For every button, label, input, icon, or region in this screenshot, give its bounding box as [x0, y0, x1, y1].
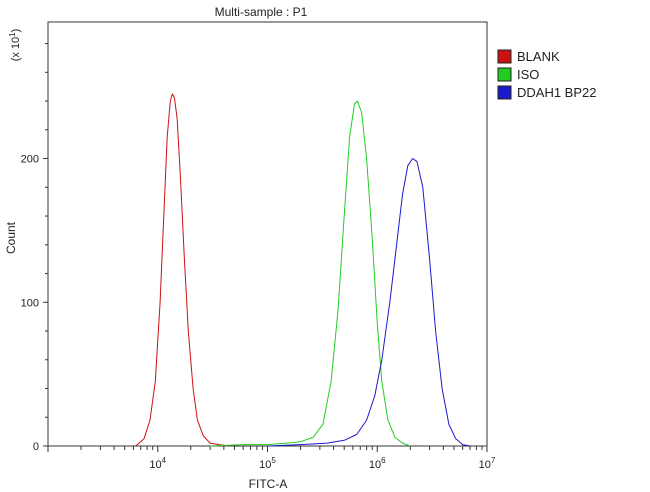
y-multiplier-exp: 1	[8, 32, 17, 37]
legend-swatch	[497, 49, 512, 64]
y-axis-label: Count	[4, 221, 18, 254]
plot-frame	[47, 21, 488, 447]
y-multiplier-label: (x 101)	[8, 29, 22, 62]
series-line-blank	[135, 93, 230, 447]
legend-label: BLANK	[517, 49, 560, 64]
legend-label: ISO	[517, 67, 539, 82]
y-multiplier-close: )	[10, 29, 22, 33]
y-tick-label: 200	[21, 154, 39, 166]
x-tick-label: 107	[479, 456, 496, 471]
x-tick-label: 104	[149, 456, 166, 471]
series-line-ddah1-bp22	[267, 158, 471, 447]
series-line-iso	[210, 100, 411, 447]
x-axis-label: FITC-A	[249, 477, 288, 491]
legend-label: DDAH1 BP22	[517, 85, 596, 100]
y-multiplier-base: (x 10	[10, 37, 22, 61]
legend-swatch	[497, 85, 512, 100]
x-tick-label: 106	[369, 456, 386, 471]
legend-swatch	[497, 67, 512, 82]
legend: BLANK ISO DDAH1 BP22	[497, 49, 596, 100]
y-tick-label: 0	[33, 441, 39, 453]
y-tick-label: 100	[21, 297, 39, 309]
x-tick-label: 105	[259, 456, 276, 471]
chart-title: Multi-sample : P1	[215, 5, 308, 19]
